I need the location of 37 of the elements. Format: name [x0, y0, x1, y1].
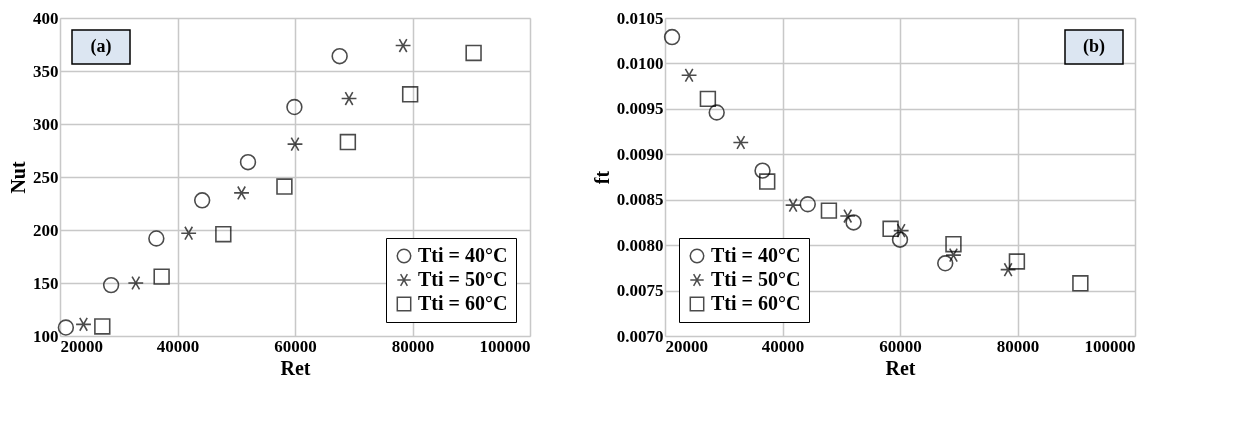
x-tick-label: 20000: [665, 336, 708, 356]
y-tick-label: 0.0090: [616, 144, 664, 164]
x-tick-label: 60000: [274, 336, 317, 356]
x-tick-label: 100000: [479, 336, 531, 356]
legend-label: Tti = 60°C: [418, 292, 508, 314]
x-axis-title: Ret: [280, 356, 311, 379]
y-tick-label: 400: [33, 8, 59, 28]
y-tick-label: 200: [33, 220, 59, 240]
y-axis-title: ft: [590, 170, 613, 185]
x-tick-label: 100000: [1084, 336, 1136, 356]
legend-label: Tti = 50°C: [418, 268, 508, 290]
y-tick-label: 300: [33, 114, 59, 134]
y-tick-label: 0.0105: [616, 8, 664, 28]
y-tick-label: 100: [33, 326, 59, 346]
x-tick-label: 40000: [156, 336, 200, 356]
legend-label: Tti = 40°C: [711, 244, 801, 266]
x-tick-label: 60000: [879, 336, 922, 356]
x-tick-label: 80000: [391, 336, 435, 356]
y-tick-label: 0.0100: [616, 53, 664, 73]
y-tick-label: 0.0095: [616, 99, 664, 119]
y-tick-label: 0.0080: [616, 235, 664, 255]
x-tick-label: 20000: [60, 336, 103, 356]
y-tick-label: 0.0075: [616, 281, 664, 301]
annotation: (b): [1083, 36, 1105, 57]
y-tick-label: 250: [33, 167, 59, 187]
y-tick-label: 0.0085: [616, 190, 664, 210]
x-tick-label: 40000: [761, 336, 805, 356]
x-axis-title: Ret: [885, 356, 916, 379]
x-tick-label: 80000: [996, 336, 1040, 356]
legend-label: Tti = 60°C: [711, 292, 801, 314]
annotation: (a): [90, 36, 112, 57]
y-axis-title: Nut: [7, 161, 29, 194]
y-tick-label: 150: [33, 273, 59, 293]
y-tick-label: 350: [33, 61, 59, 81]
y-tick-label: 0.0070: [616, 326, 664, 346]
legend-label: Tti = 40°C: [418, 244, 508, 266]
legend-label: Tti = 50°C: [711, 268, 801, 290]
